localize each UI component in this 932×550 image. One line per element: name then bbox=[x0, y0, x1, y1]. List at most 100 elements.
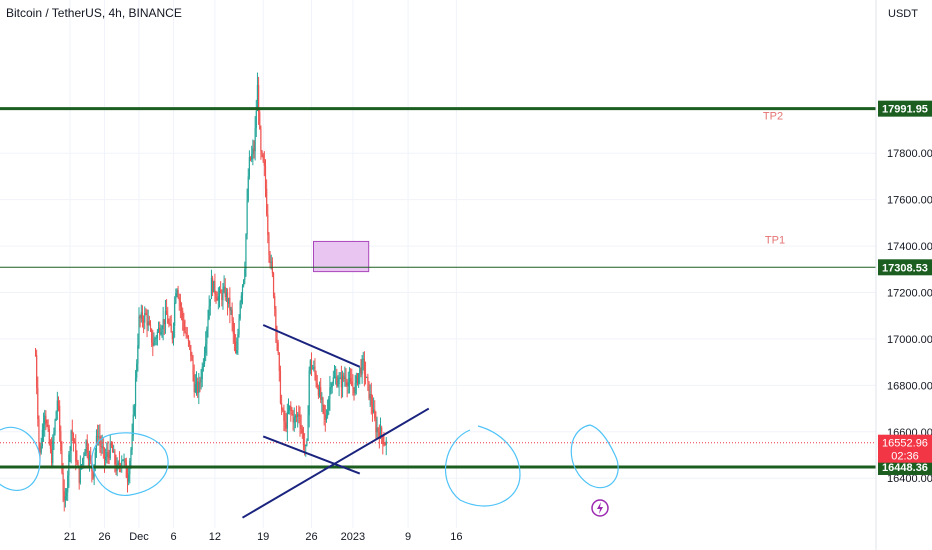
candle-body bbox=[384, 444, 386, 446]
candle-body bbox=[187, 336, 190, 342]
candle-body bbox=[329, 387, 331, 399]
candle-body bbox=[353, 387, 355, 394]
candle-body bbox=[200, 379, 202, 383]
candle-body bbox=[71, 430, 73, 434]
x-tick-label: 26 bbox=[305, 531, 317, 543]
candle-body bbox=[369, 393, 371, 399]
symbol-title: Bitcoin / TetherUS, 4h, BINANCE bbox=[6, 6, 182, 20]
candle-body bbox=[315, 373, 317, 383]
candle-body bbox=[304, 445, 306, 447]
candle-body bbox=[164, 310, 167, 325]
candle-body bbox=[145, 313, 147, 315]
candle-body bbox=[46, 423, 48, 425]
y-tick-label: 17800.00 bbox=[887, 148, 932, 160]
candle-body bbox=[368, 381, 370, 399]
candle-body bbox=[354, 383, 356, 394]
candle-body bbox=[36, 355, 38, 388]
candle-body bbox=[121, 460, 123, 467]
candle-body bbox=[238, 318, 240, 335]
time-axis[interactable]: 21 26 Dec 6 12 19 26 2023 9 16 bbox=[64, 531, 463, 543]
x-tick-label: 9 bbox=[405, 531, 411, 543]
candle-body bbox=[321, 398, 323, 400]
candle-body bbox=[233, 333, 236, 342]
candle-body bbox=[87, 453, 89, 460]
candle-body bbox=[48, 429, 50, 444]
candle-body bbox=[269, 254, 271, 263]
candle-body bbox=[347, 382, 349, 387]
candle-body bbox=[139, 316, 141, 319]
candle-body bbox=[340, 377, 342, 388]
candle-body bbox=[226, 292, 229, 304]
candle-body bbox=[100, 441, 102, 447]
candle-body bbox=[74, 441, 76, 444]
level-badge bbox=[878, 458, 932, 475]
candle-body bbox=[382, 436, 384, 444]
y-tick-label: 17200.00 bbox=[887, 288, 932, 300]
candle-body bbox=[57, 400, 60, 406]
candle-body bbox=[348, 377, 351, 383]
candle-body bbox=[133, 406, 135, 415]
candle-body bbox=[270, 261, 272, 263]
candle-body bbox=[210, 278, 213, 300]
candle-body bbox=[186, 335, 188, 337]
candle-body bbox=[278, 353, 280, 372]
candle-body bbox=[172, 325, 175, 340]
y-tick-label: 17600.00 bbox=[887, 195, 932, 207]
candle-body bbox=[76, 461, 78, 463]
candle-body bbox=[356, 375, 359, 384]
candle-body bbox=[360, 367, 362, 375]
candle-body bbox=[264, 165, 267, 189]
candle-body bbox=[123, 459, 125, 461]
candle-body bbox=[312, 368, 314, 370]
candle-body bbox=[281, 402, 283, 410]
candle-body bbox=[44, 415, 46, 425]
candle-body bbox=[333, 376, 336, 378]
candle-body bbox=[299, 416, 301, 425]
candle-body bbox=[316, 382, 318, 388]
candle-body bbox=[85, 440, 87, 452]
candle-body bbox=[198, 381, 200, 394]
candle-body bbox=[325, 415, 328, 420]
candle-body bbox=[176, 290, 178, 294]
candle-body bbox=[213, 280, 215, 293]
candle-body bbox=[82, 458, 84, 465]
candle-body bbox=[88, 455, 91, 460]
candle-body bbox=[385, 440, 387, 445]
candle-body bbox=[222, 290, 224, 300]
candle-body bbox=[297, 414, 299, 417]
candle-body bbox=[350, 377, 352, 382]
candle-body bbox=[246, 200, 248, 235]
x-tick-label: 6 bbox=[170, 531, 176, 543]
candle-body bbox=[49, 443, 52, 450]
candle-body bbox=[352, 386, 354, 388]
candle-body bbox=[289, 405, 291, 411]
candle-body bbox=[146, 314, 148, 326]
candle-body bbox=[61, 450, 63, 473]
candle-body bbox=[220, 290, 222, 294]
candle-body bbox=[174, 303, 176, 326]
price-axis[interactable]: 17800.00 17600.00 17400.00 17200.00 17000.00… bbox=[875, 0, 932, 550]
candle-body bbox=[295, 415, 298, 417]
candle-body bbox=[107, 452, 109, 455]
candle-body bbox=[161, 329, 163, 333]
candle-body bbox=[157, 327, 160, 332]
candle-body bbox=[147, 321, 149, 326]
y-tick-label: 17400.00 bbox=[887, 241, 932, 253]
candle-body bbox=[110, 443, 112, 446]
candle-body bbox=[331, 383, 333, 388]
candle-body bbox=[294, 415, 296, 418]
last-price-text: 16552.96 bbox=[882, 438, 928, 450]
candle-body bbox=[343, 375, 345, 379]
candle-body bbox=[77, 462, 79, 468]
candle-body bbox=[231, 309, 233, 322]
candle-body bbox=[72, 433, 75, 442]
candle-body bbox=[140, 312, 142, 319]
candle-body bbox=[67, 475, 69, 493]
candle-body bbox=[109, 443, 111, 459]
candle-body bbox=[159, 327, 161, 335]
candle-body bbox=[232, 321, 234, 334]
candle-body bbox=[275, 308, 277, 331]
candle-body bbox=[105, 456, 107, 461]
candle-body bbox=[216, 297, 218, 301]
